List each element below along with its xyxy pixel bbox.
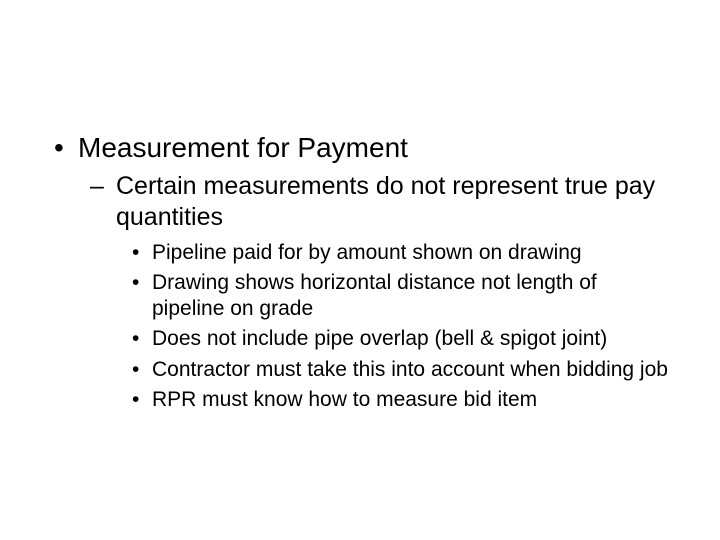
level3-text: RPR must know how to measure bid item [152,388,537,411]
level3-item: Pipeline paid for by amount shown on dra… [130,240,670,266]
level1-text: Measurement for Payment [78,132,408,163]
bullet-list-level1: Measurement for Payment Certain measurem… [50,130,670,413]
slide: Measurement for Payment Certain measurem… [0,0,720,540]
level3-item: Contractor must take this into account w… [130,357,670,383]
level3-text: Drawing shows horizontal distance not le… [152,271,597,320]
level3-item: Does not include pipe overlap (bell & sp… [130,326,670,352]
bullet-list-level2: Certain measurements do not represent tr… [78,171,670,413]
level1-item: Measurement for Payment Certain measurem… [50,130,670,413]
level2-item: Certain measurements do not represent tr… [90,171,670,413]
level3-text: Pipeline paid for by amount shown on dra… [152,241,582,264]
bullet-list-level3: Pipeline paid for by amount shown on dra… [116,240,670,414]
level3-text: Does not include pipe overlap (bell & sp… [152,327,607,350]
level3-item: Drawing shows horizontal distance not le… [130,270,670,323]
level3-text: Contractor must take this into account w… [152,358,668,381]
level2-text: Certain measurements do not represent tr… [116,172,655,231]
level3-item: RPR must know how to measure bid item [130,387,670,413]
